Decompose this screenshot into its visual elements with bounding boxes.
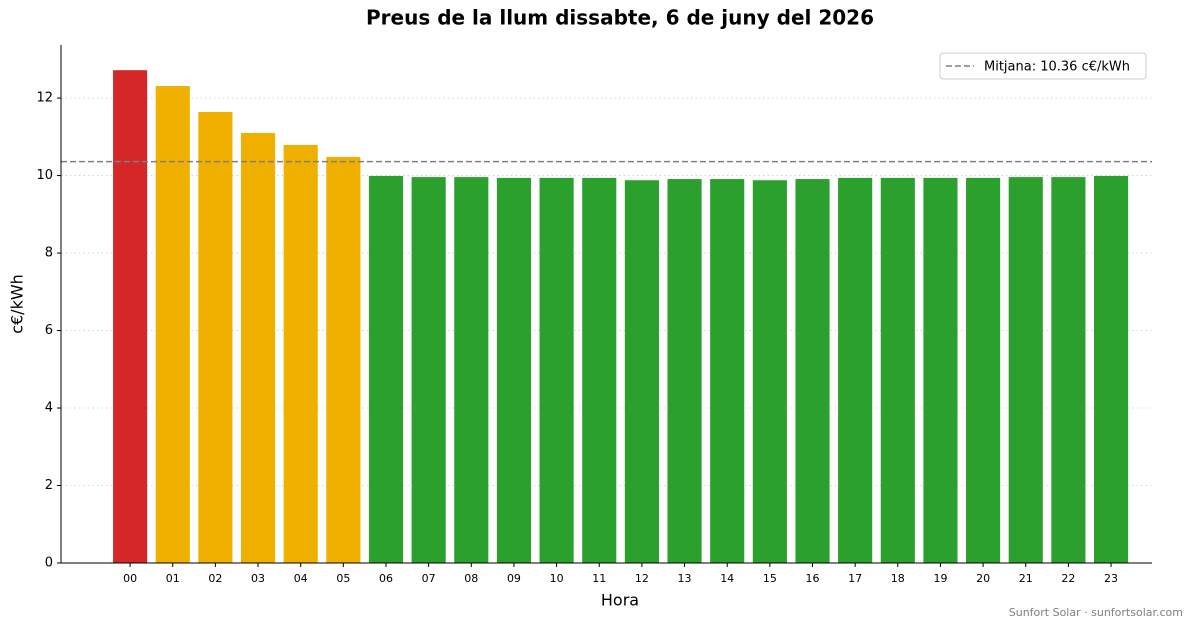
chart-title: Preus de la llum dissabte, 6 de juny del… [366, 6, 874, 30]
bar [326, 156, 361, 564]
bar [1093, 175, 1129, 563]
bar [1051, 177, 1086, 564]
x-tick-label: 20 [976, 572, 990, 585]
y-tick-label: 8 [45, 246, 53, 261]
y-tick-label: 10 [36, 168, 53, 183]
x-tick-label: 18 [891, 572, 905, 585]
x-tick-label: 10 [550, 572, 564, 585]
y-tick-label: 0 [45, 556, 53, 571]
bar [113, 70, 148, 564]
bar [923, 177, 958, 563]
bar [880, 177, 915, 563]
bar [582, 177, 617, 563]
x-tick-label: 16 [806, 572, 820, 585]
x-tick-label: 23 [1104, 572, 1118, 585]
bar [368, 175, 404, 563]
x-tick-label: 15 [763, 572, 777, 585]
bar [411, 177, 446, 564]
x-tick-label: 19 [933, 572, 947, 585]
bar [710, 179, 745, 563]
y-tick-label: 6 [45, 323, 53, 338]
bar [539, 177, 574, 563]
y-tick-label: 4 [45, 401, 53, 416]
x-tick-label: 07 [422, 572, 436, 585]
x-tick-label: 09 [507, 572, 521, 585]
x-tick-label: 04 [294, 572, 308, 585]
x-tick-label: 13 [678, 572, 692, 585]
x-tick-label: 00 [123, 572, 137, 585]
x-tick-label: 22 [1061, 572, 1075, 585]
bar [1008, 177, 1043, 564]
bar [454, 177, 489, 564]
bar [283, 144, 318, 563]
x-tick-label: 14 [720, 572, 734, 585]
bar [667, 179, 702, 563]
bar [966, 177, 1001, 563]
x-tick-label: 12 [635, 572, 649, 585]
bar [198, 112, 233, 563]
x-tick-label: 08 [464, 572, 478, 585]
legend-box [939, 52, 1147, 80]
x-axis-label: Hora [601, 591, 639, 610]
legend-label: Mitjana: 10.36 c€/kWh [984, 60, 1130, 75]
footer: Sunfort Solar · sunfortsolar.com [1009, 606, 1183, 619]
x-tick-label: 05 [336, 572, 350, 585]
bar [795, 179, 830, 563]
x-tick-label: 21 [1019, 572, 1033, 585]
x-tick-label: 02 [208, 572, 222, 585]
bar [496, 177, 532, 563]
bar [624, 180, 659, 563]
x-tick-label: 17 [848, 572, 862, 585]
x-tick-label: 11 [592, 572, 606, 585]
bar [752, 180, 787, 563]
y-axis-label: c€/kWh [8, 274, 27, 334]
x-tick-label: 01 [166, 572, 180, 585]
x-tick-label: 03 [251, 572, 265, 585]
bar [838, 177, 873, 563]
bar [240, 132, 276, 564]
y-tick-label: 2 [45, 478, 53, 493]
x-tick-label: 06 [379, 572, 393, 585]
y-tick-label: 12 [36, 91, 53, 106]
bar [155, 86, 190, 564]
